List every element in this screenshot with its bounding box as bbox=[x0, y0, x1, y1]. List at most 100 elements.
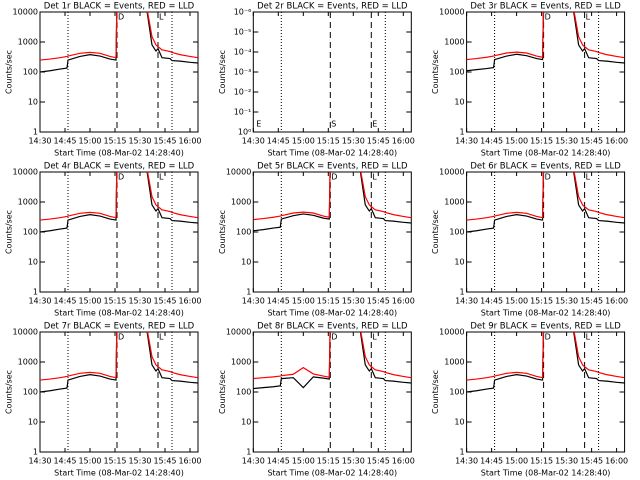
x-tick-label: 14:45 bbox=[480, 457, 503, 466]
y-tick-label: 1 bbox=[246, 448, 251, 457]
x-tick-label: 15:30 bbox=[555, 137, 578, 146]
chart-title: Det 6r BLACK = Events, RED = LLD bbox=[470, 162, 621, 172]
y-tick-label: 1 bbox=[33, 448, 38, 457]
x-tick-label: 15:45 bbox=[153, 137, 176, 146]
plot-frame bbox=[466, 331, 626, 453]
x-tick-label: 16:00 bbox=[178, 457, 201, 466]
series-line bbox=[40, 12, 198, 73]
x-tick-label: 15:30 bbox=[342, 457, 365, 466]
y-tick-label: 10 bbox=[28, 258, 38, 267]
x-tick-label: 15:15 bbox=[530, 297, 553, 306]
panel: Det 2r BLACK = Events, RED = LLD Start Ti… bbox=[218, 2, 415, 158]
x-tick-label: 15:45 bbox=[153, 297, 176, 306]
plot-frame bbox=[466, 171, 626, 293]
x-axis-label: Start Time (08-Mar-02 14:28:40) bbox=[481, 469, 611, 478]
y-tick-label: 1 bbox=[246, 288, 251, 297]
x-tick-label: 14:30 bbox=[242, 457, 265, 466]
panel: Det 8r BLACK = Events, RED = LLD Start Ti… bbox=[218, 322, 415, 478]
y-tick-label: 10 bbox=[454, 98, 464, 107]
chart-title: Det 2r BLACK = Events, RED = LLD bbox=[257, 2, 408, 12]
chart-title: Det 5r BLACK = Events, RED = LLD bbox=[257, 162, 408, 172]
x-axis-label: Start Time (08-Mar-02 14:28:40) bbox=[481, 149, 611, 158]
x-tick-label: 14:45 bbox=[53, 297, 76, 306]
y-tick-label: 1 bbox=[460, 288, 465, 297]
x-tick-label: 15:00 bbox=[78, 457, 101, 466]
y-tick-label: 100 bbox=[23, 388, 38, 397]
y-tick-label: 10 bbox=[454, 418, 464, 427]
y-tick-label: 100 bbox=[449, 228, 464, 237]
x-tick-label: 15:15 bbox=[530, 137, 553, 146]
chart-title: Det 4r BLACK = Events, RED = LLD bbox=[44, 162, 195, 172]
x-tick-label: 14:45 bbox=[267, 457, 290, 466]
panel: Det 7r BLACK = Events, RED = LLD Start Ti… bbox=[5, 322, 202, 478]
x-tick-label: 15:45 bbox=[580, 137, 603, 146]
annotation: D bbox=[331, 173, 337, 182]
panel: Det 4r BLACK = Events, RED = LLD Start Ti… bbox=[5, 162, 202, 318]
x-tick-label: 15:30 bbox=[555, 457, 578, 466]
series-line bbox=[466, 332, 625, 381]
plot-frame bbox=[39, 11, 199, 133]
x-tick-label: 15:00 bbox=[505, 297, 528, 306]
x-tick-label: 15:15 bbox=[317, 457, 340, 466]
x-tick-label: 15:45 bbox=[580, 297, 603, 306]
y-tick-label: 10 bbox=[28, 418, 38, 427]
y-tick-label: 100 bbox=[236, 388, 251, 397]
y-tick-label: 10000 bbox=[226, 168, 251, 177]
y-tick-label: 1000 bbox=[18, 358, 38, 367]
annotation: D bbox=[545, 13, 551, 22]
x-tick-label: 15:45 bbox=[367, 137, 390, 146]
y-axis-label: Counts/sec bbox=[431, 210, 440, 254]
x-tick-label: 14:45 bbox=[53, 137, 76, 146]
chart-title: Det 8r BLACK = Events, RED = LLD bbox=[257, 322, 408, 332]
annotation: S bbox=[331, 120, 336, 129]
series-line bbox=[466, 172, 625, 233]
x-tick-label: 14:45 bbox=[267, 297, 290, 306]
annotation: L bbox=[159, 333, 164, 342]
plot-frame bbox=[252, 11, 412, 133]
annotation: L bbox=[586, 173, 591, 182]
y-tick-label: 10 bbox=[241, 418, 251, 427]
plot-frame bbox=[466, 11, 626, 133]
y-tick-label: 1000 bbox=[444, 38, 464, 47]
x-axis-label: Start Time (08-Mar-02 14:28:40) bbox=[267, 469, 397, 478]
x-tick-label: 15:30 bbox=[555, 297, 578, 306]
x-axis-label: Start Time (08-Mar-02 14:28:40) bbox=[481, 309, 611, 318]
annotation: D bbox=[545, 173, 551, 182]
x-tick-label: 14:30 bbox=[242, 297, 265, 306]
plot-frame bbox=[39, 171, 199, 293]
annotation: D bbox=[118, 333, 124, 342]
annotation: L bbox=[586, 13, 591, 22]
y-tick-label: 1000 bbox=[444, 198, 464, 207]
series-line bbox=[40, 172, 198, 221]
x-tick-label: 14:30 bbox=[242, 137, 265, 146]
series-line bbox=[40, 332, 198, 381]
x-tick-label: 15:15 bbox=[103, 457, 126, 466]
y-axis-label: Counts/sec bbox=[5, 370, 14, 414]
x-axis-label: Start Time (08-Mar-02 14:28:40) bbox=[54, 469, 184, 478]
y-tick-label: 1000 bbox=[444, 358, 464, 367]
series-line bbox=[40, 172, 198, 233]
y-tick-label: 10 bbox=[454, 258, 464, 267]
x-tick-label: 15:00 bbox=[78, 137, 101, 146]
x-tick-label: 15:30 bbox=[128, 137, 151, 146]
y-tick-label: 10⁻⁴ bbox=[234, 48, 252, 57]
x-axis-label: Start Time (08-Mar-02 14:28:40) bbox=[267, 309, 397, 318]
x-tick-label: 15:00 bbox=[505, 457, 528, 466]
series-line bbox=[40, 12, 198, 61]
series-line bbox=[466, 12, 625, 61]
y-tick-label: 10000 bbox=[439, 8, 464, 17]
x-tick-label: 15:30 bbox=[128, 457, 151, 466]
y-tick-label: 1 bbox=[460, 448, 465, 457]
x-tick-label: 15:00 bbox=[292, 137, 315, 146]
y-tick-label: 1 bbox=[33, 128, 38, 137]
series-line bbox=[40, 332, 198, 393]
panel: Det 1r BLACK = Events, RED = LLD Start Ti… bbox=[5, 2, 202, 158]
chart-title: Det 1r BLACK = Events, RED = LLD bbox=[44, 2, 195, 12]
annotation: L bbox=[586, 333, 591, 342]
y-tick-label: 10000 bbox=[226, 328, 251, 337]
x-tick-label: 15:45 bbox=[580, 457, 603, 466]
plot-frame bbox=[252, 171, 412, 293]
y-tick-label: 10000 bbox=[13, 8, 38, 17]
x-tick-label: 15:15 bbox=[103, 297, 126, 306]
